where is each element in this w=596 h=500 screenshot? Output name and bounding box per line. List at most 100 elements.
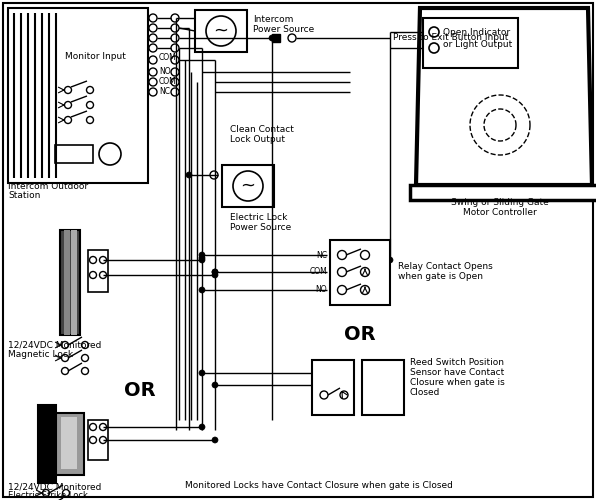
Text: Reed Switch Position: Reed Switch Position — [410, 358, 504, 367]
Circle shape — [337, 268, 346, 276]
Circle shape — [361, 286, 370, 294]
Circle shape — [337, 286, 346, 294]
Circle shape — [337, 250, 346, 260]
Bar — [56, 413, 84, 475]
Text: Monitor Input: Monitor Input — [65, 52, 126, 61]
Circle shape — [387, 257, 393, 263]
Text: Clean Contact: Clean Contact — [230, 125, 294, 134]
Circle shape — [171, 68, 179, 76]
Circle shape — [149, 44, 157, 52]
Circle shape — [86, 102, 94, 108]
Circle shape — [288, 34, 296, 42]
Bar — [410, 185, 596, 200]
Text: COM: COM — [159, 78, 177, 86]
Bar — [55, 145, 93, 163]
Bar — [8, 8, 148, 183]
Circle shape — [86, 86, 94, 94]
Circle shape — [320, 391, 328, 399]
Circle shape — [171, 78, 179, 86]
Circle shape — [212, 272, 218, 278]
Circle shape — [199, 287, 205, 293]
Circle shape — [149, 88, 157, 96]
Circle shape — [100, 436, 107, 444]
Bar — [222, 165, 274, 207]
Bar — [71, 230, 77, 335]
Circle shape — [89, 256, 97, 264]
Bar — [272, 34, 280, 42]
Text: Sensor have Contact: Sensor have Contact — [410, 368, 504, 377]
Circle shape — [361, 268, 370, 276]
Text: or Light Output: or Light Output — [443, 40, 512, 49]
Text: ~: ~ — [213, 22, 228, 40]
Circle shape — [171, 88, 179, 96]
Text: 12/24VDC Monitored: 12/24VDC Monitored — [8, 483, 101, 492]
Text: Open Indicator: Open Indicator — [443, 28, 510, 37]
Text: Motor Controller: Motor Controller — [463, 208, 537, 217]
Circle shape — [171, 34, 179, 42]
Text: Electric Lock: Electric Lock — [230, 213, 287, 222]
Circle shape — [149, 34, 157, 42]
Circle shape — [429, 27, 439, 37]
Circle shape — [61, 368, 69, 374]
Circle shape — [100, 256, 107, 264]
Circle shape — [199, 257, 205, 263]
Text: Press to Exit Button Input: Press to Exit Button Input — [393, 34, 508, 42]
Text: Station: Station — [8, 191, 41, 200]
Text: NO: NO — [159, 68, 170, 76]
Circle shape — [429, 43, 439, 53]
Circle shape — [149, 14, 157, 22]
Circle shape — [100, 424, 107, 430]
Text: Closure when gate is: Closure when gate is — [410, 378, 505, 387]
Circle shape — [149, 78, 157, 86]
Text: 12/24VDC Monitored: 12/24VDC Monitored — [8, 340, 101, 349]
Circle shape — [212, 437, 218, 443]
Bar — [60, 230, 80, 335]
Circle shape — [212, 382, 218, 388]
Circle shape — [149, 24, 157, 32]
Circle shape — [82, 354, 88, 362]
Text: Monitored Locks have Contact Closure when gate is Closed: Monitored Locks have Contact Closure whe… — [185, 481, 453, 490]
Bar — [362, 360, 404, 415]
Circle shape — [212, 269, 218, 275]
Circle shape — [361, 250, 370, 260]
Text: Electric Strike Lock: Electric Strike Lock — [8, 491, 88, 500]
Text: OR: OR — [344, 326, 376, 344]
Circle shape — [99, 143, 121, 165]
Text: OR: OR — [124, 380, 156, 400]
Bar — [61, 417, 77, 469]
Text: Lock Output: Lock Output — [230, 135, 285, 144]
Bar — [88, 420, 108, 460]
Text: Closed: Closed — [410, 388, 440, 397]
Text: Magnetic Lock: Magnetic Lock — [8, 350, 73, 359]
Circle shape — [89, 424, 97, 430]
Circle shape — [89, 272, 97, 278]
Circle shape — [89, 436, 97, 444]
Circle shape — [171, 24, 179, 32]
Polygon shape — [416, 8, 592, 185]
Text: Power Source: Power Source — [253, 25, 314, 34]
Bar — [330, 240, 390, 305]
Circle shape — [212, 269, 218, 275]
Circle shape — [171, 44, 179, 52]
Circle shape — [61, 354, 69, 362]
Text: Intercom Outdoor: Intercom Outdoor — [8, 182, 88, 191]
Bar — [312, 360, 354, 415]
Circle shape — [86, 116, 94, 123]
Text: when gate is Open: when gate is Open — [398, 272, 483, 281]
Text: Swing or Sliding Gate: Swing or Sliding Gate — [451, 198, 549, 207]
Bar — [38, 405, 56, 483]
Text: COM: COM — [309, 268, 327, 276]
Text: NC: NC — [159, 88, 170, 96]
Text: Power Source: Power Source — [230, 223, 291, 232]
Circle shape — [149, 68, 157, 76]
Circle shape — [199, 252, 205, 258]
Circle shape — [171, 14, 179, 22]
Circle shape — [199, 424, 205, 430]
Text: Intercom: Intercom — [253, 15, 293, 24]
Circle shape — [100, 272, 107, 278]
Circle shape — [42, 490, 49, 496]
Text: NC: NC — [316, 250, 327, 260]
Circle shape — [63, 490, 70, 496]
Circle shape — [82, 342, 88, 348]
Circle shape — [64, 116, 72, 123]
